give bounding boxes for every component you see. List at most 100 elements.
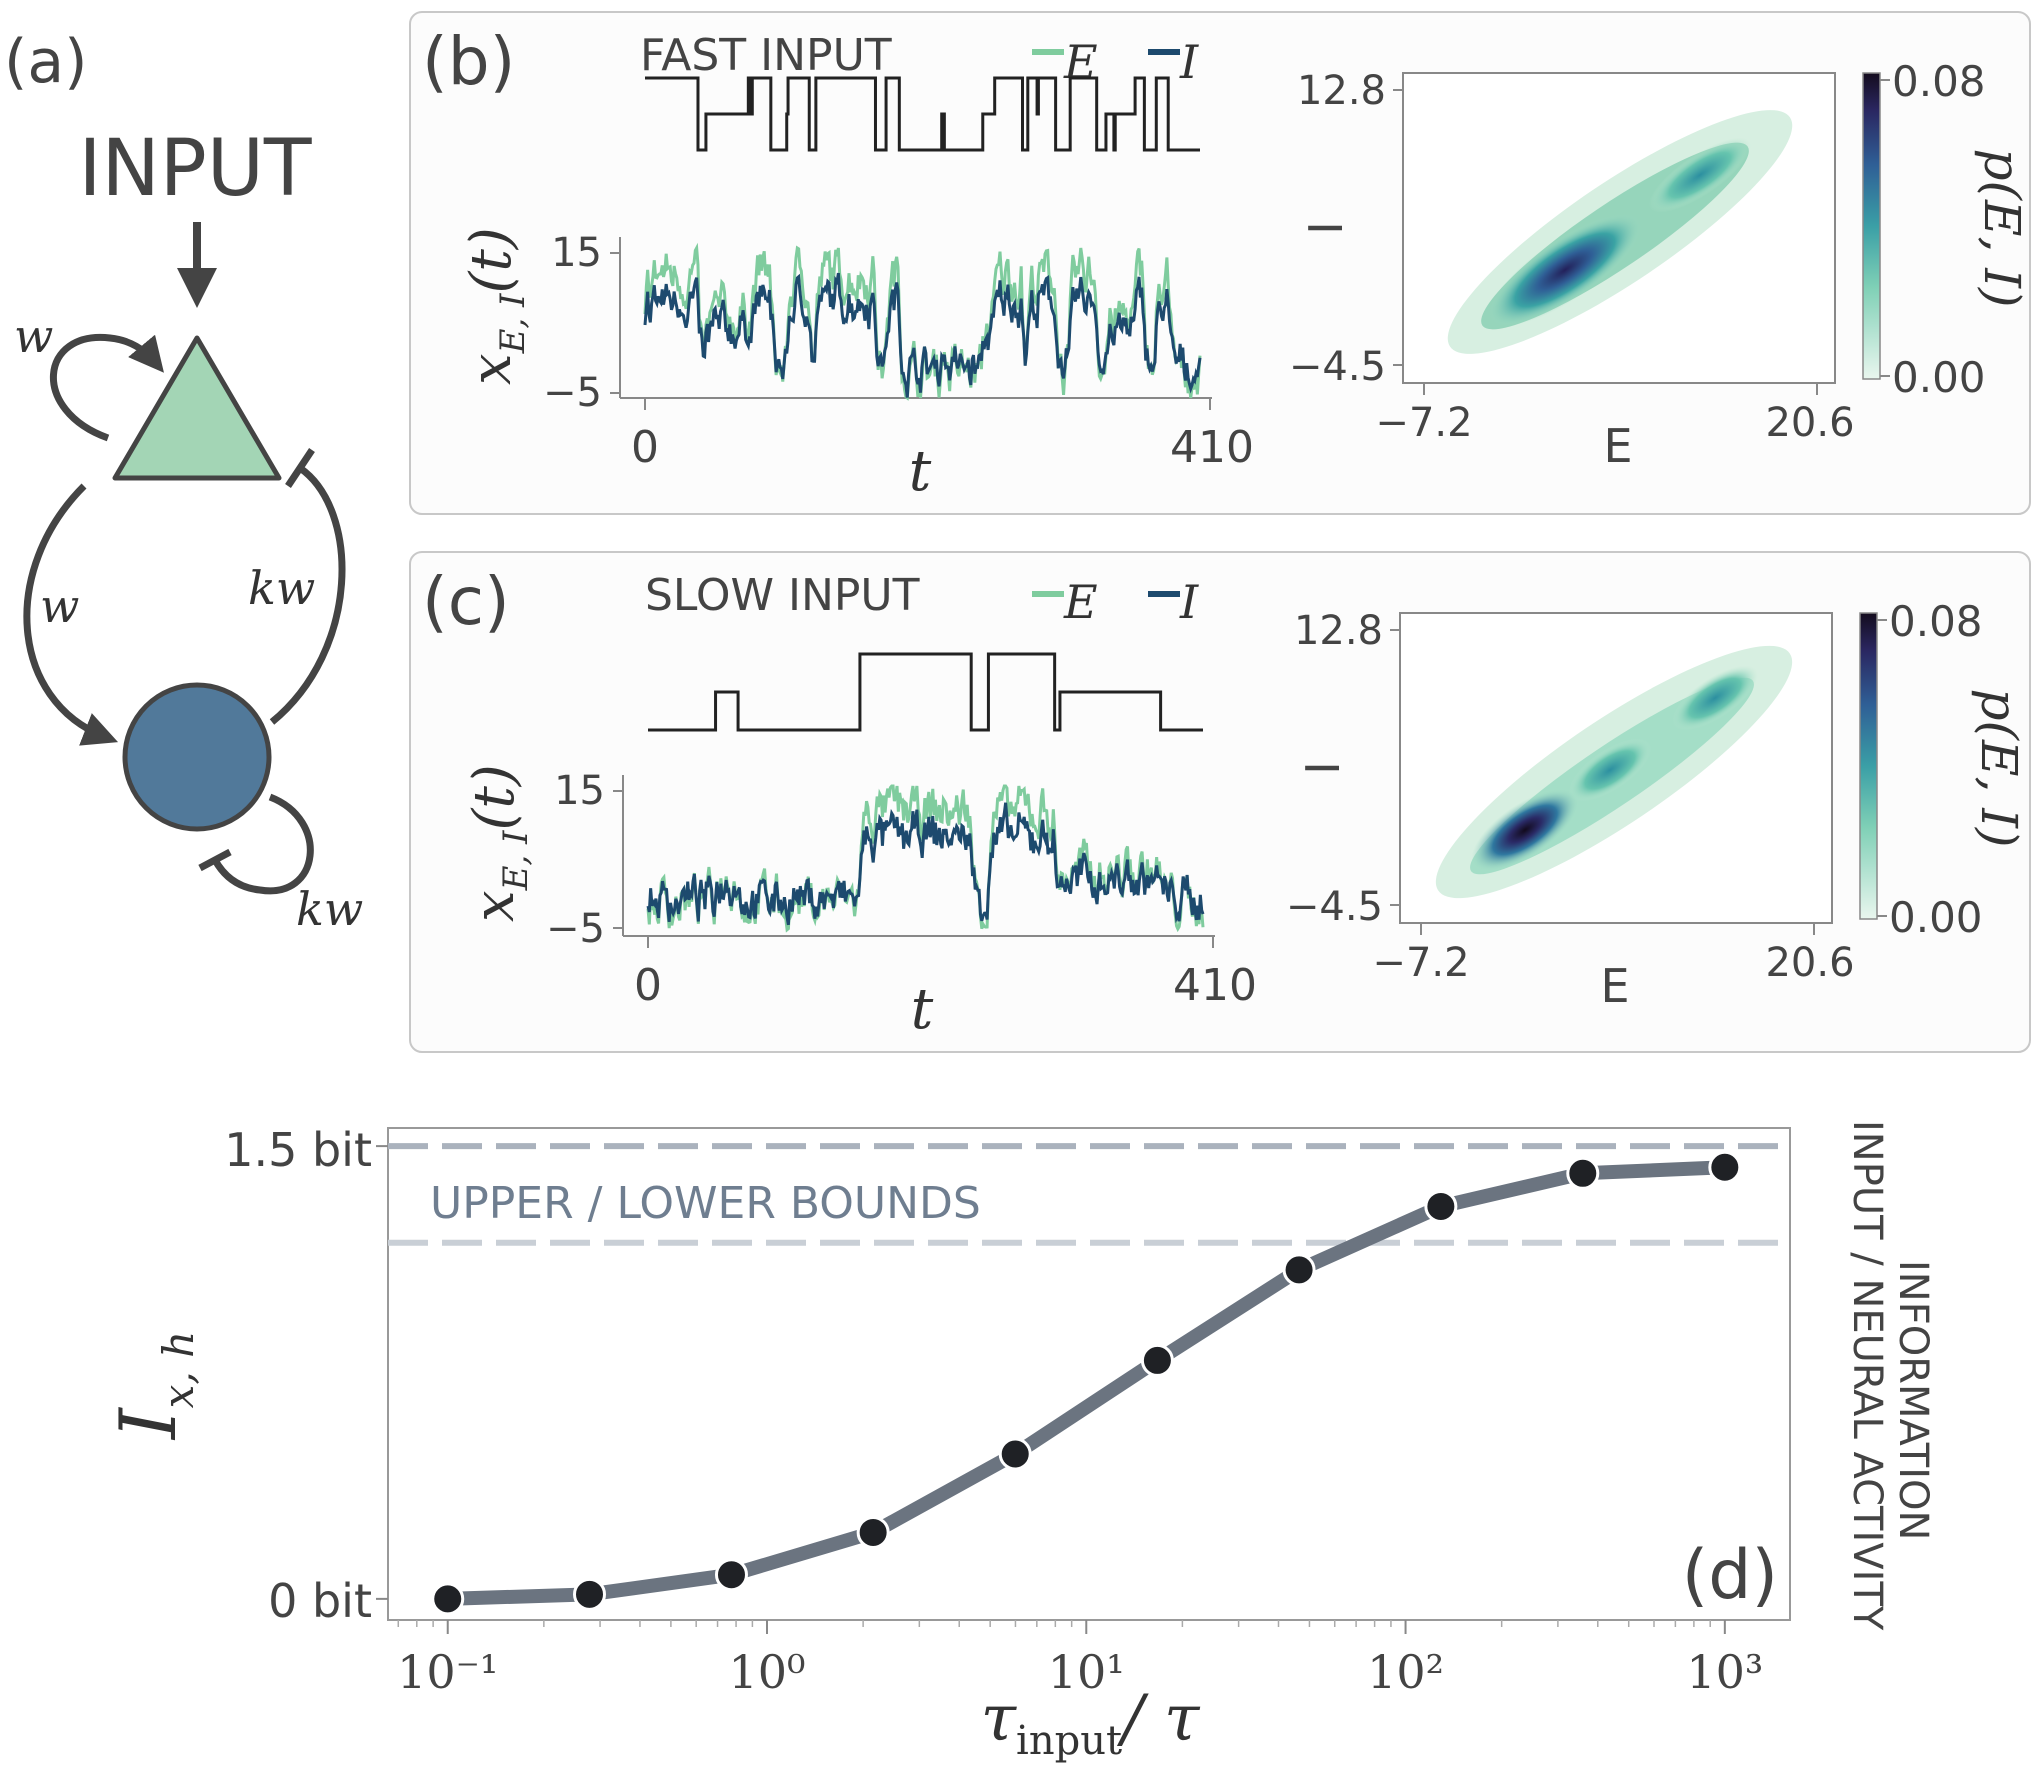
svg-text:xE, I(t): xE, I(t) [459,227,533,385]
d-xtick-label-3: 10² [1367,1645,1444,1699]
legend-i-label: I [1179,35,1199,89]
c-hm-xtick-label-left: −7.2 [1372,940,1469,986]
svg-text:Ix, h: Ix, h [104,1331,203,1441]
d-point-9 [1708,1150,1742,1184]
c-colorbar [1859,612,1878,920]
c-density-low [1471,789,1579,871]
legend-e-label: E [1063,35,1098,89]
d-xtick-label-1: 10⁰ [729,1645,806,1699]
d-point-1 [573,1577,607,1611]
c-legend-i-label: I [1179,575,1199,629]
d-curve [440,1160,1732,1606]
d-xlabel: τinput/ τ [981,1682,1201,1764]
c-xtick-label-410: 410 [1173,960,1257,1011]
b-hm-xtick-label-left: −7.2 [1375,400,1472,446]
d-xtick-labels: 10⁻¹ 10⁰ 10¹ 10² 10³ [397,1645,1763,1699]
w-ei-label: w [40,579,79,633]
w-self-label: w [14,309,53,363]
e-to-i-arrow [23,483,119,746]
panel-a-label: (a) [4,27,88,97]
c-ylabel: xE, I(t) [462,764,536,922]
d-point-3 [856,1515,890,1549]
d-point-0 [431,1582,465,1616]
c-ytick-label-m5: −5 [546,906,605,952]
d-xtick-label-4: 10³ [1686,1645,1763,1699]
c-cbar-label: p(E, I) [1970,688,2028,847]
d-bounds [388,1143,1790,1246]
c-cbar-tick-label-bottom: 0.00 [1889,893,1983,942]
d-ylabel: Ix, h [104,1331,203,1441]
b-density-upper [1649,137,1751,213]
b-ylabel-sub: E, I [493,293,533,354]
c-density-high [1672,665,1758,731]
d-points [431,1150,1742,1616]
d-point-5 [1140,1343,1174,1377]
d-ylabel-main: I [104,1406,194,1441]
c-xlabel: t [911,977,934,1042]
b-cbar-tick-label-bottom: 0.00 [1892,353,1986,402]
b-xtick-label-0: 0 [631,422,659,473]
b-hm-ytick-label-top: 12.8 [1297,68,1386,114]
d-xtick-label-0: 10⁻¹ [397,1645,498,1699]
b-ylabel-main: x [459,353,524,385]
b-ytick-label-15: 15 [551,230,602,276]
fast-input-trace [645,76,1200,152]
c-ytick-label-15: 15 [554,768,605,814]
b-heatmap: 12.8 −4.5 −7.2 20.6 E I 0.08 0.00 p(E, I… [1289,57,2031,473]
d-ytick-label-bottom: 0 bit [268,1574,372,1628]
b-xtick-label-410: 410 [1170,422,1254,473]
d-xlabel-tau: τ [981,1682,1018,1756]
inhibitory-node [122,682,272,832]
self-excitation-arrow [50,333,164,442]
d-side-label-line1: INFORMATION [1890,1260,1936,1540]
d-point-8 [1566,1156,1600,1190]
b-cbar-label: p(E, I) [1973,148,2031,307]
c-series-I [646,802,1205,926]
c-hm-ytick-label-bottom: −4.5 [1286,884,1383,930]
d-xlabel-sub: input [1016,1718,1122,1764]
slow-input-trace [648,652,1203,732]
b-density-core [1488,213,1642,327]
i-to-e-bar [285,448,315,488]
c-hm-ylabel: I [1296,761,1350,775]
svg-text:xE, I(t): xE, I(t) [462,764,536,922]
b-xlabel: t [909,439,932,504]
d-ylabel-sub: x, h [154,1331,203,1408]
b-ylabel: xE, I(t) [459,227,533,385]
excitatory-node [112,335,282,481]
c-xtick-label-0: 0 [634,960,662,1011]
c-hm-ytick-label-top: 12.8 [1294,608,1383,654]
c-hm-xlabel: E [1600,959,1629,1013]
c-legend-e-label: E [1063,575,1098,629]
d-xlabel-tail: / τ [1116,1682,1201,1756]
d-ytick-label-top: 1.5 bit [224,1123,372,1177]
b-series-I [643,272,1202,398]
b-hm-xtick-label-right: 20.6 [1765,400,1854,446]
c-density-middle [1568,738,1652,802]
b-cbar-tick-label-top: 0.08 [1892,57,1986,106]
panel-b: (b) FAST INPUT E I 15 −5 0 410 t xE, I(t… [409,11,2031,515]
d-bounds-label: UPPER / LOWER BOUNDS [430,1178,981,1229]
panel-a: (a) INPUT w w kw kw [4,27,363,936]
c-hm-xtick-label-right: 20.6 [1765,940,1854,986]
input-label: INPUT [78,124,311,214]
d-point-2 [714,1558,748,1592]
c-ylabel-main: x [462,890,527,922]
kw-ie-label: kw [248,561,315,615]
b-hm-ytick-label-bottom: −4.5 [1289,344,1386,390]
b-colorbar [1862,72,1881,380]
d-side-label-line2: INPUT / NEURAL ACTIVITY [1844,1120,1890,1631]
panel-b-title: FAST INPUT [640,30,892,81]
c-heatmap: 12.8 −4.5 −7.2 20.6 E I 0.08 0.00 p(E, I… [1286,597,2028,1013]
panel-b-label: (b) [422,23,515,100]
c-ylabel-sub: E, I [496,830,536,891]
panel-c-label: (c) [422,563,510,640]
d-ticks [376,1145,1726,1634]
panel-c-title: SLOW INPUT [645,570,920,621]
panel-c: (c) SLOW INPUT E I 15 −5 0 410 t xE, I(t… [409,551,2031,1053]
d-plot-frame [387,1127,1791,1621]
b-ylabel-arg: (t) [459,227,524,293]
d-point-6 [1282,1253,1316,1287]
d-point-7 [1424,1189,1458,1223]
